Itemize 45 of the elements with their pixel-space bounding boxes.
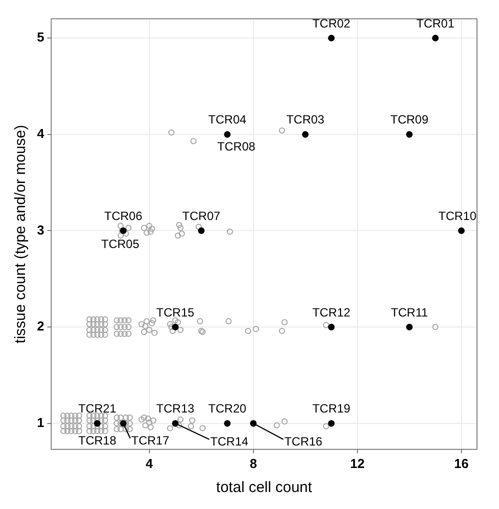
annotation: TCR01 <box>416 16 455 30</box>
annotation: TCR14 <box>210 434 249 449</box>
annotation: TCR15 <box>156 305 195 320</box>
y-tick-label: 3 <box>36 222 44 238</box>
x-tick-label: 4 <box>146 456 154 471</box>
point <box>224 420 231 427</box>
annotation: TCR08 <box>217 140 256 154</box>
point <box>406 324 413 330</box>
y-axis-title: tissue count (type and/or mouse) <box>12 124 30 344</box>
annotation: TCR09 <box>390 112 429 127</box>
annotation: TCR05 <box>101 237 140 252</box>
point <box>172 324 179 330</box>
y-tick-label: 4 <box>36 126 45 141</box>
point <box>328 324 335 330</box>
y-tick-label: 5 <box>36 30 44 45</box>
x-axis-title: total cell count <box>216 479 313 496</box>
annotation: TCR02 <box>312 16 351 30</box>
point <box>432 34 439 42</box>
point <box>198 227 205 234</box>
point <box>328 34 335 42</box>
annotation: TCR16 <box>284 434 323 449</box>
annotation: TCR12 <box>312 305 351 320</box>
annotation: TCR04 <box>208 112 247 127</box>
annotation: TCR11 <box>390 305 428 320</box>
annotation: TCR13 <box>156 402 195 416</box>
point <box>224 131 231 138</box>
annotation: TCR03 <box>286 112 325 127</box>
x-tick-label: 16 <box>454 456 469 471</box>
annotation: TCR19 <box>312 402 351 416</box>
point <box>328 420 335 427</box>
annotation: TCR20 <box>208 402 247 416</box>
annotation: TCR07 <box>182 209 221 224</box>
point <box>406 131 413 138</box>
annotation: TCR21 <box>78 402 117 416</box>
y-tick-label: 2 <box>36 318 44 334</box>
annotation: TCR06 <box>104 209 143 224</box>
y-tick-label: 1 <box>36 414 44 430</box>
annotation: TCR18 <box>78 434 117 448</box>
annotation: TCR17 <box>131 434 170 448</box>
annotation: TCR10 <box>438 209 477 224</box>
x-tick-label: 12 <box>350 456 365 471</box>
point <box>302 131 309 138</box>
point <box>458 227 465 234</box>
x-tick-label: 8 <box>250 456 257 471</box>
point <box>94 420 101 427</box>
